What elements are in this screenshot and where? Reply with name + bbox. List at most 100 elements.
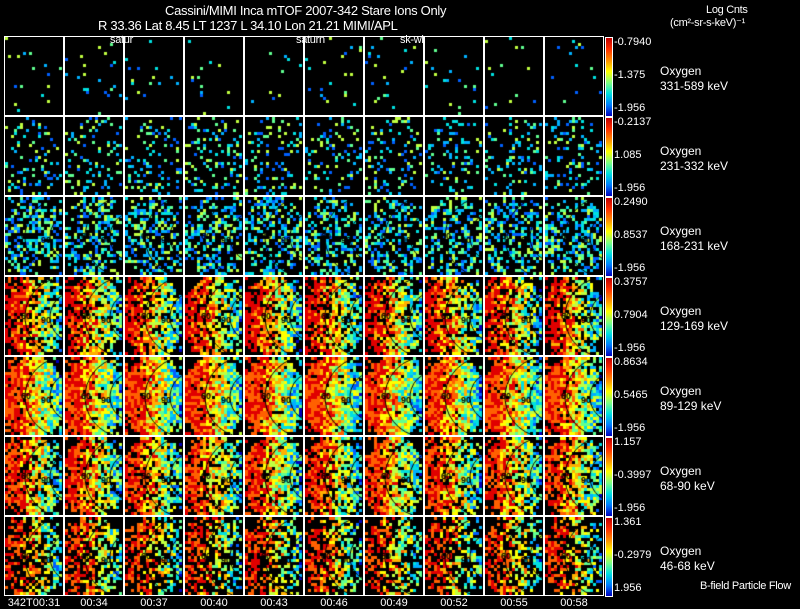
image-panel bbox=[64, 356, 124, 436]
heatmap-cells bbox=[485, 357, 543, 435]
x-tick-label: 00:49 bbox=[380, 597, 408, 609]
heatmap-cells bbox=[365, 277, 423, 355]
x-tick-label: 00:37 bbox=[140, 597, 168, 609]
heatmap-cells bbox=[5, 517, 63, 595]
heatmap-cells bbox=[305, 357, 363, 435]
row-label: Oxygen 89-129 keV bbox=[660, 384, 721, 414]
heatmap-cells bbox=[65, 117, 123, 195]
heatmap-cells bbox=[185, 437, 243, 515]
image-panel bbox=[424, 116, 484, 196]
species-label: Oxygen bbox=[660, 304, 702, 318]
heatmap-cells bbox=[185, 37, 243, 115]
heatmap-cells bbox=[125, 437, 183, 515]
heatmap-cells bbox=[245, 117, 303, 195]
heatmap-cells bbox=[5, 357, 63, 435]
image-panel bbox=[244, 276, 304, 356]
colorbar-min-label: 1.956 bbox=[614, 582, 642, 594]
ephemeris-line: R 33.36 Lat 8.45 LT 1237 L 34.10 Lon 21.… bbox=[98, 18, 398, 33]
heatmap-cells bbox=[485, 517, 543, 595]
colorbar-max-label: -0.7940 bbox=[614, 36, 652, 48]
image-panel bbox=[424, 356, 484, 436]
image-panel bbox=[484, 196, 544, 276]
units-label-2: (cm²-sr-s-keV)⁻¹ bbox=[670, 17, 745, 29]
image-panel bbox=[4, 276, 64, 356]
heatmap-cells bbox=[365, 117, 423, 195]
energy-label: 46-68 keV bbox=[660, 559, 715, 573]
image-grid bbox=[4, 36, 604, 596]
image-panel bbox=[544, 116, 604, 196]
x-tick-label: 00:43 bbox=[260, 597, 288, 609]
heatmap-cells bbox=[5, 277, 63, 355]
image-panel bbox=[544, 516, 604, 596]
colorbar-mid-label: 1.085 bbox=[614, 149, 642, 161]
image-panel bbox=[484, 436, 544, 516]
heatmap-cells bbox=[185, 277, 243, 355]
heatmap-cells bbox=[365, 517, 423, 595]
image-panel bbox=[304, 436, 364, 516]
species-label: Oxygen bbox=[660, 544, 702, 558]
overlay-label: satur bbox=[110, 34, 133, 46]
x-tick-label: 00:55 bbox=[500, 597, 528, 609]
image-panel bbox=[364, 516, 424, 596]
x-tick-label: 342T00:31 bbox=[7, 597, 61, 609]
colorbar-max-label: 0.2490 bbox=[614, 196, 648, 208]
heatmap-cells bbox=[545, 357, 603, 435]
image-panel bbox=[124, 516, 184, 596]
image-panel bbox=[184, 356, 244, 436]
energy-label: 68-90 keV bbox=[660, 479, 715, 493]
heatmap-cells bbox=[245, 197, 303, 275]
heatmap-cells bbox=[65, 437, 123, 515]
row-label: Oxygen 231-332 keV bbox=[660, 144, 728, 174]
image-panel bbox=[304, 36, 364, 116]
heatmap-cells bbox=[65, 37, 123, 115]
energy-label: 231-332 keV bbox=[660, 159, 729, 173]
x-tick-label: 00:34 bbox=[80, 597, 108, 609]
image-panel bbox=[244, 356, 304, 436]
overlay-label: sk-wl bbox=[400, 34, 424, 46]
row-label: Oxygen 46-68 keV bbox=[660, 544, 715, 574]
colorbar-mid-label: 0.7904 bbox=[614, 309, 648, 321]
colorbar-min-label: -1.956 bbox=[614, 422, 646, 434]
heatmap-cells bbox=[125, 357, 183, 435]
heatmap-cells bbox=[65, 197, 123, 275]
overlay-label: saturn bbox=[296, 34, 325, 46]
heatmap-cells bbox=[545, 37, 603, 115]
heatmap-cells bbox=[305, 117, 363, 195]
row-label: Oxygen 68-90 keV bbox=[660, 464, 715, 494]
energy-label: 331-589 keV bbox=[660, 79, 729, 93]
heatmap-cells bbox=[425, 277, 483, 355]
colorbar-min-label: -1.956 bbox=[614, 102, 646, 114]
image-panel bbox=[424, 436, 484, 516]
heatmap-cells bbox=[5, 37, 63, 115]
image-panel bbox=[364, 356, 424, 436]
row-label: Oxygen 129-169 keV bbox=[660, 304, 728, 334]
image-panel bbox=[424, 196, 484, 276]
image-panel bbox=[124, 36, 184, 116]
image-panel bbox=[184, 276, 244, 356]
image-panel bbox=[4, 516, 64, 596]
image-panel bbox=[64, 436, 124, 516]
image-panel bbox=[4, 196, 64, 276]
energy-label: 129-169 keV bbox=[660, 319, 729, 333]
units-label-1: Log Cnts bbox=[706, 4, 748, 16]
heatmap-cells bbox=[425, 357, 483, 435]
energy-label: 168-231 keV bbox=[660, 239, 729, 253]
image-panel bbox=[544, 436, 604, 516]
heatmap-cells bbox=[245, 517, 303, 595]
heatmap-cells bbox=[305, 517, 363, 595]
species-label: Oxygen bbox=[660, 144, 702, 158]
colorbar bbox=[605, 517, 613, 597]
colorbar-max-label: 1.361 bbox=[614, 516, 642, 528]
image-panel bbox=[64, 516, 124, 596]
image-panel bbox=[364, 196, 424, 276]
image-panel bbox=[484, 276, 544, 356]
colorbar bbox=[605, 37, 613, 117]
heatmap-cells bbox=[65, 517, 123, 595]
heatmap-cells bbox=[125, 197, 183, 275]
energy-label: 89-129 keV bbox=[660, 399, 722, 413]
heatmap-cells bbox=[425, 117, 483, 195]
heatmap-cells bbox=[365, 357, 423, 435]
colorbar-min-label: -1.956 bbox=[614, 262, 646, 274]
colorbar bbox=[605, 117, 613, 197]
footer-note: B-field Particle Flow bbox=[700, 580, 791, 592]
